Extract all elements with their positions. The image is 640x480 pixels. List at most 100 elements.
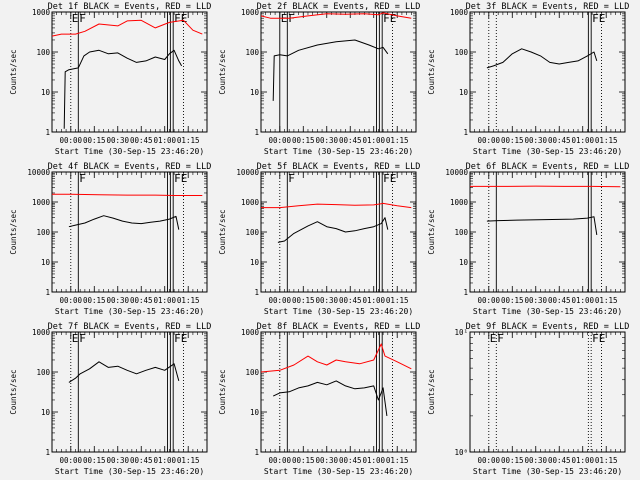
- x-axis-label: Start Time (30-Sep-15 23:46:20): [264, 147, 413, 156]
- y-tick-label: 10: [250, 408, 260, 417]
- y-tick-label: 100: [454, 48, 468, 57]
- chart-panel-3: Det 3f BLACK = Events, RED = LLD Counts/s…: [427, 2, 629, 156]
- marker-label: E: [72, 12, 79, 25]
- y-axis-label: Counts/sec: [427, 49, 436, 94]
- y-tick-label: 10: [41, 408, 51, 417]
- marker-label: E: [72, 332, 79, 345]
- y-tick-label: 10¹: [454, 328, 468, 337]
- y-tick-label: 10: [41, 258, 51, 267]
- y-tick-label: 1: [254, 448, 259, 457]
- x-tick-label: 01:15: [386, 296, 409, 305]
- x-tick-label: 01:00: [362, 456, 385, 465]
- x-tick-label: 00:15: [501, 456, 524, 465]
- x-tick-label: 01:15: [177, 296, 200, 305]
- events-series-line: [277, 217, 389, 243]
- x-tick-label: 01:00: [153, 456, 176, 465]
- x-axis-label: Start Time (30-Sep-15 23:46:20): [473, 147, 622, 156]
- x-tick-label: 01:15: [386, 456, 409, 465]
- chart-title: Det 9f BLACK = Events, RED = LLD: [466, 322, 630, 332]
- x-tick-label: 00:15: [292, 456, 315, 465]
- chart-panel-6: Det 6f BLACK = Events, RED = LLD Counts/s…: [427, 162, 629, 316]
- x-tick-label: 01:00: [153, 296, 176, 305]
- chart-panel-9: Det 9f BLACK = Events, RED = LLD Counts/s…: [427, 322, 629, 476]
- chart-panel-1: Det 1f BLACK = Events, RED = LLD Counts/s…: [9, 2, 211, 156]
- events-series-line: [68, 215, 180, 230]
- marker-label: F: [79, 12, 86, 25]
- x-tick-label: 00:30: [315, 456, 338, 465]
- y-tick-label: 10: [459, 88, 469, 97]
- x-tick-label: 01:00: [571, 296, 594, 305]
- x-tick-label: 00:45: [548, 456, 571, 465]
- events-series-line: [486, 216, 598, 235]
- x-tick-label: 00:15: [501, 136, 524, 145]
- y-tick-label: 1: [45, 448, 50, 457]
- lld-series-line: [260, 343, 412, 373]
- marker-label: FE: [592, 12, 605, 25]
- chart-title: Det 3f BLACK = Events, RED = LLD: [466, 2, 630, 12]
- y-tick-label: 10000: [236, 168, 259, 177]
- chart-title: Det 8f BLACK = Events, RED = LLD: [257, 322, 421, 332]
- y-axis-label: Counts/sec: [427, 209, 436, 254]
- marker-label: FE: [592, 332, 605, 345]
- x-tick-label: 00:45: [339, 296, 362, 305]
- y-axis-label: Counts/sec: [218, 369, 227, 414]
- y-tick-label: 1: [254, 128, 259, 137]
- x-tick-label: 00:30: [106, 296, 129, 305]
- y-tick-label: 10000: [445, 168, 468, 177]
- y-axis-label: Counts/sec: [9, 49, 18, 94]
- y-tick-label: 1000: [450, 8, 469, 17]
- x-tick-label: 00:15: [292, 136, 315, 145]
- y-tick-label: 100: [36, 48, 50, 57]
- x-axis-label: Start Time (30-Sep-15 23:46:20): [55, 307, 204, 316]
- events-series-line: [68, 361, 180, 383]
- x-tick-label: 00:45: [339, 136, 362, 145]
- x-tick-label: 00:30: [315, 296, 338, 305]
- x-tick-label: 01:15: [386, 136, 409, 145]
- x-tick-label: 00:00: [268, 136, 291, 145]
- y-tick-label: 100: [245, 48, 259, 57]
- marker-label: F: [497, 332, 504, 345]
- x-tick-label: 00:00: [477, 136, 500, 145]
- x-tick-label: 00:30: [106, 136, 129, 145]
- y-tick-label: 1000: [32, 8, 51, 17]
- marker-label: F: [79, 332, 86, 345]
- x-tick-label: 00:00: [59, 296, 82, 305]
- plot-frame: [51, 11, 208, 133]
- events-series-line: [272, 380, 388, 416]
- lld-series-line: [52, 193, 203, 196]
- events-series-line: [486, 48, 598, 69]
- y-tick-label: 1000: [241, 198, 260, 207]
- lld-series-line: [261, 202, 412, 209]
- chart-title: Det 5f BLACK = Events, RED = LLD: [257, 162, 421, 172]
- x-axis-label: Start Time (30-Sep-15 23:46:20): [473, 307, 622, 316]
- y-axis-label: Counts/sec: [9, 209, 18, 254]
- marker-label: FE: [174, 12, 187, 25]
- chart-panel-7: Det 7f BLACK = Events, RED = LLD Counts/s…: [9, 322, 211, 476]
- marker-label: F: [288, 172, 295, 185]
- chart-panel-2: Det 2f BLACK = Events, RED = LLD Counts/s…: [218, 2, 420, 156]
- x-tick-label: 00:00: [477, 296, 500, 305]
- y-tick-label: 10: [459, 258, 469, 267]
- x-tick-label: 01:15: [177, 456, 200, 465]
- plot-frame: [51, 331, 208, 453]
- x-tick-label: 00:30: [315, 136, 338, 145]
- x-tick-label: 00:45: [130, 136, 153, 145]
- x-tick-label: 00:00: [268, 456, 291, 465]
- events-series-line: [272, 39, 389, 101]
- y-tick-label: 100: [36, 228, 50, 237]
- y-axis-label: Counts/sec: [218, 49, 227, 94]
- x-tick-label: 01:00: [362, 136, 385, 145]
- lld-series-line: [51, 19, 203, 37]
- x-tick-label: 00:00: [477, 456, 500, 465]
- y-tick-label: 1: [254, 288, 259, 297]
- y-tick-label: 10: [250, 88, 260, 97]
- x-tick-label: 00:15: [501, 296, 524, 305]
- y-tick-label: 1000: [32, 328, 51, 337]
- y-tick-label: 1: [463, 128, 468, 137]
- marker-label: FE: [174, 332, 187, 345]
- marker-label: FE: [174, 172, 187, 185]
- y-tick-label: 1000: [32, 198, 51, 207]
- x-tick-label: 01:15: [595, 136, 618, 145]
- chart-panel-8: Det 8f BLACK = Events, RED = LLD Counts/s…: [218, 322, 420, 476]
